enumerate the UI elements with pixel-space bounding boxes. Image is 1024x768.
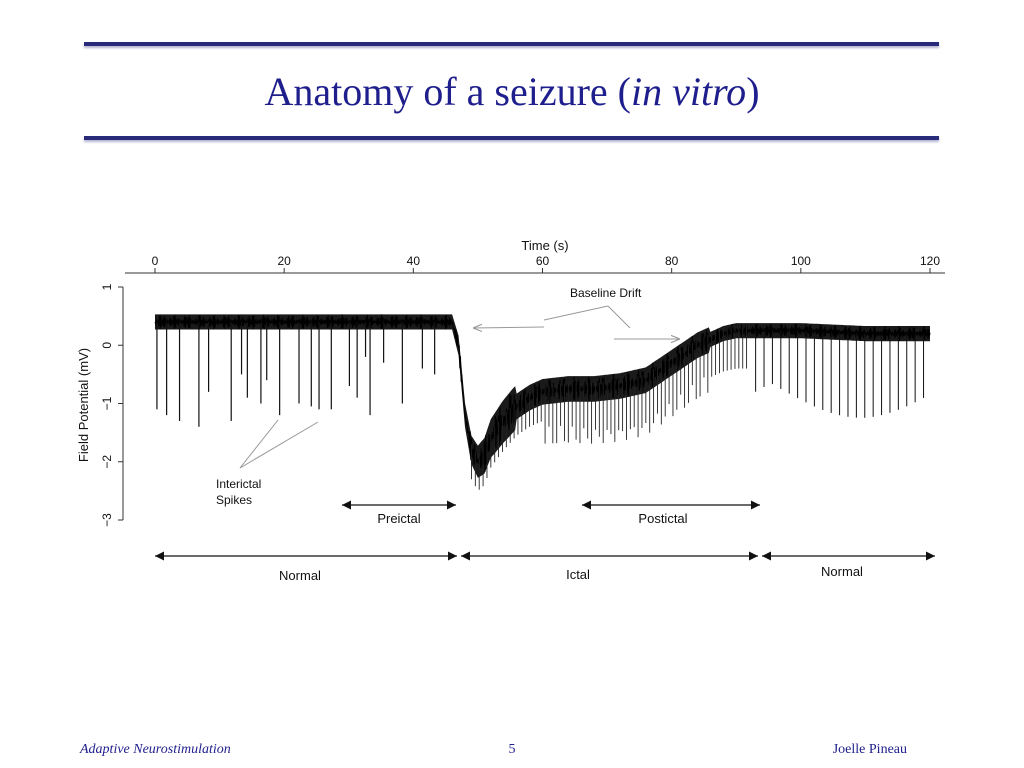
baseline-drift-arrow-left	[473, 327, 545, 328]
y-axis-label: Field Potential (mV)	[76, 348, 91, 462]
title-rule-bottom	[84, 136, 939, 140]
interictal-spikes	[156, 321, 925, 490]
x-tick-label-2: 40	[407, 254, 421, 268]
slide-title-main: Anatomy of a seizure (	[264, 69, 631, 114]
baseline-drift-pointer-1	[543, 305, 609, 321]
y-tick-label-4: −3	[100, 513, 114, 527]
x-tick-label-4: 80	[665, 254, 679, 268]
annotation-interictal: Interictal	[216, 477, 261, 491]
postictal-label: Postictal	[638, 511, 687, 526]
x-axis-label: Time (s)	[521, 238, 568, 253]
spike-pointer-2	[239, 421, 319, 469]
y-tick-label-2: −1	[100, 396, 114, 410]
y-tick-label-0: 1	[100, 283, 114, 290]
preictal-label: Preictal	[377, 511, 420, 526]
normal-label-right: Normal	[821, 564, 863, 579]
x-tick-label-0: 0	[152, 254, 159, 268]
footer-author: Joelle Pineau	[832, 742, 907, 757]
slide-title: Anatomy of a seizure (in vitro)	[0, 72, 1024, 112]
ictal-label: Ictal	[566, 567, 590, 582]
title-rule-top	[84, 42, 939, 46]
x-tick-label-3: 60	[536, 254, 550, 268]
field-potential-trace	[154, 314, 931, 473]
baseline-drift-pointer-2	[607, 305, 631, 329]
spike-pointer-1	[239, 419, 279, 469]
trace-envelope	[155, 314, 930, 478]
normal-label-left: Normal	[279, 568, 321, 583]
annotation-baseline-drift: Baseline Drift	[570, 286, 642, 300]
x-tick-label-1: 20	[277, 254, 291, 268]
slide-title-italic: in vitro	[631, 69, 747, 114]
footer-presentation-title: Adaptive Neurostimulation	[80, 742, 231, 757]
x-tick-label-6: 120	[920, 254, 940, 268]
footer-page-number: 5	[508, 742, 516, 757]
annotation-spikes: Spikes	[216, 493, 252, 507]
y-tick-label-1: 0	[100, 342, 114, 349]
y-axis: 1 0 −1 −2 −3	[100, 283, 124, 527]
x-tick-label-5: 100	[791, 254, 811, 268]
y-tick-label-3: −2	[100, 455, 114, 469]
slide-title-close: )	[746, 69, 760, 114]
x-axis: 0 20 40 60 80 100 120	[125, 254, 945, 274]
